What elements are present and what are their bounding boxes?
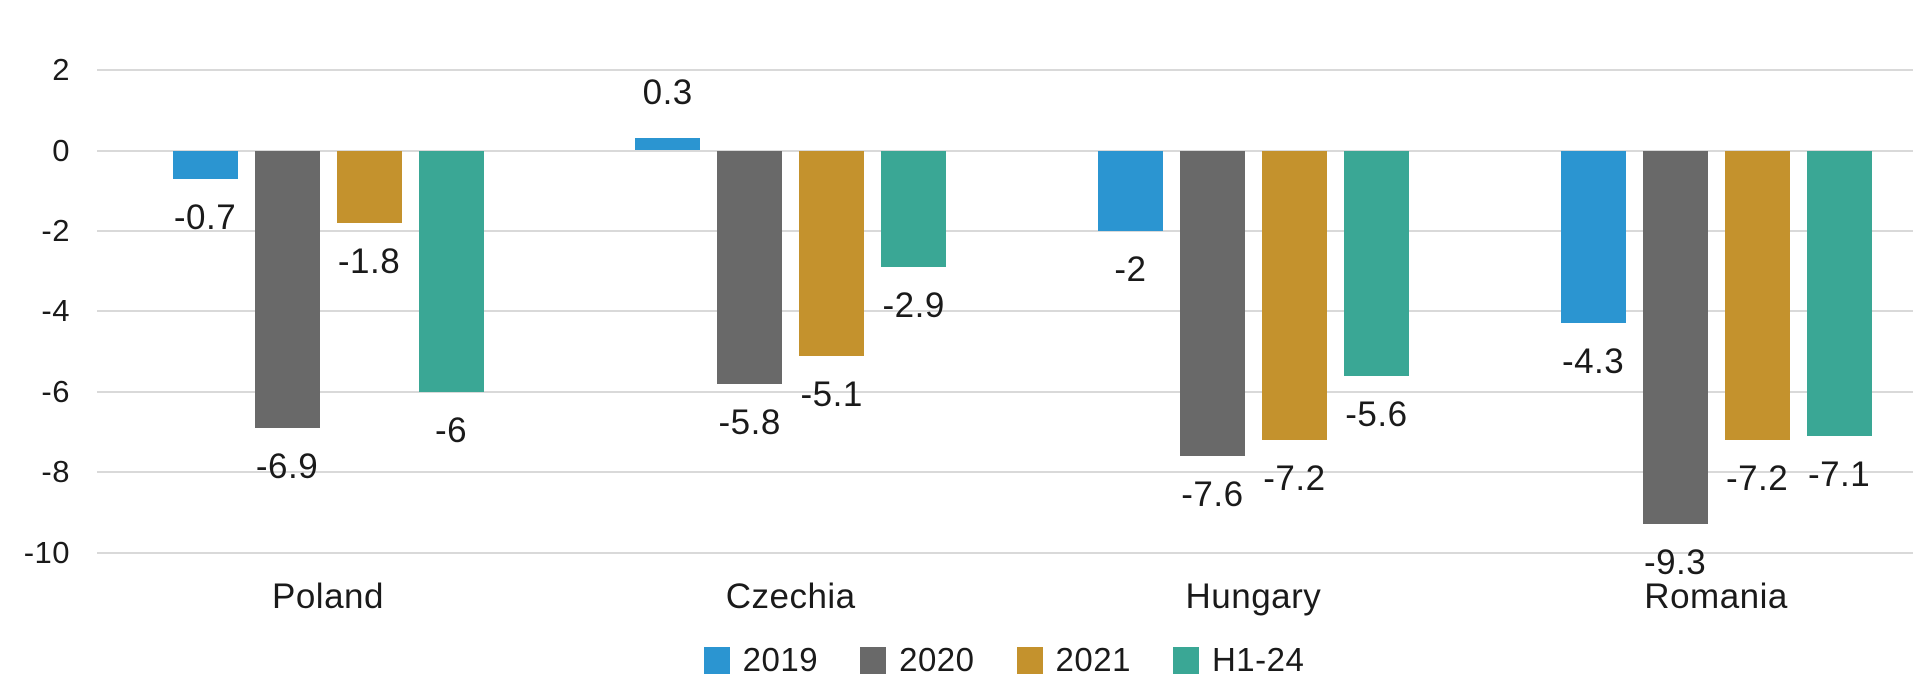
x-category-label: Romania <box>1644 577 1788 616</box>
bar-hungary-2021 <box>1261 150 1327 440</box>
y-tick-label: -6 <box>41 373 70 409</box>
bar-value-label: -2.9 <box>882 286 945 326</box>
gridline <box>97 149 1913 152</box>
bar-poland-h1-24 <box>418 150 484 392</box>
bar-hungary-2019 <box>1097 150 1163 231</box>
bar-czechia-2020 <box>717 150 783 384</box>
bar-value-label: -5.6 <box>1345 394 1408 434</box>
gridline <box>97 69 1913 72</box>
legend-item-2020: 2020 <box>860 642 974 678</box>
bar-value-label: 0.3 <box>642 73 693 113</box>
bar-value-label: -6.9 <box>255 446 319 486</box>
y-tick-label: -10 <box>23 534 70 570</box>
y-tick-label: 2 <box>52 52 70 88</box>
bar-value-label: -1.8 <box>337 241 401 281</box>
bar-poland-2020 <box>254 150 320 428</box>
y-tick-label: -4 <box>41 293 70 329</box>
legend-item-2021: 2021 <box>1016 641 1131 678</box>
legend-label: H1-24 <box>1211 641 1305 678</box>
y-tick-label: -8 <box>41 454 70 490</box>
bar-value-label: -7.1 <box>1807 454 1871 494</box>
bar-value-label: -4.3 <box>1561 342 1625 382</box>
legend-item-h1-24: H1-24 <box>1172 641 1305 678</box>
gridline <box>97 551 1913 554</box>
x-category-label: Hungary <box>1185 577 1322 616</box>
gridline <box>97 310 1913 313</box>
y-tick-label: -2 <box>41 212 70 248</box>
bar-value-label: -7.2 <box>1263 458 1326 498</box>
gridline <box>97 229 1913 232</box>
legend-swatch-icon <box>1016 646 1043 674</box>
legend-label: 2021 <box>1055 641 1131 678</box>
bar-value-label: -6 <box>434 410 468 450</box>
bar-czechia-h1-24 <box>881 150 947 268</box>
x-category-label: Czechia <box>725 577 856 616</box>
bar-value-label: -7.6 <box>1181 475 1244 514</box>
legend-item-2019: 2019 <box>703 641 819 678</box>
bar-value-label: -5.1 <box>800 374 863 414</box>
legend-label: 2019 <box>742 641 819 678</box>
y-tick-label: 0 <box>52 132 70 168</box>
gridline <box>97 471 1913 474</box>
x-category-label: Poland <box>272 577 384 616</box>
gridline <box>97 390 1913 393</box>
legend-label: 2020 <box>899 641 975 678</box>
bar-value-label: -9.3 <box>1643 543 1707 583</box>
bar-czechia-2019 <box>635 138 701 151</box>
bar-romania-2019 <box>1560 150 1626 324</box>
legend-swatch-icon <box>860 646 887 674</box>
legend-swatch-icon <box>1172 646 1199 674</box>
bar-romania-2020 <box>1642 150 1708 525</box>
bar-romania-2021 <box>1724 150 1790 440</box>
bar-hungary-2020 <box>1179 150 1245 456</box>
bar-value-label: -2 <box>1114 249 1147 289</box>
bar-poland-2021 <box>336 150 402 223</box>
bar-czechia-2021 <box>799 150 865 356</box>
bar-poland-2019 <box>172 150 238 179</box>
bar-hungary-h1-24 <box>1343 150 1409 376</box>
bar-value-label: -7.2 <box>1725 458 1789 498</box>
legend-swatch-icon <box>703 646 730 674</box>
bar-value-label: -0.7 <box>173 197 237 237</box>
legend: 2019 2020 2021 H1-24 <box>95 642 1913 678</box>
bar-value-label: -5.8 <box>718 402 781 442</box>
bar-romania-h1-24 <box>1806 150 1872 436</box>
